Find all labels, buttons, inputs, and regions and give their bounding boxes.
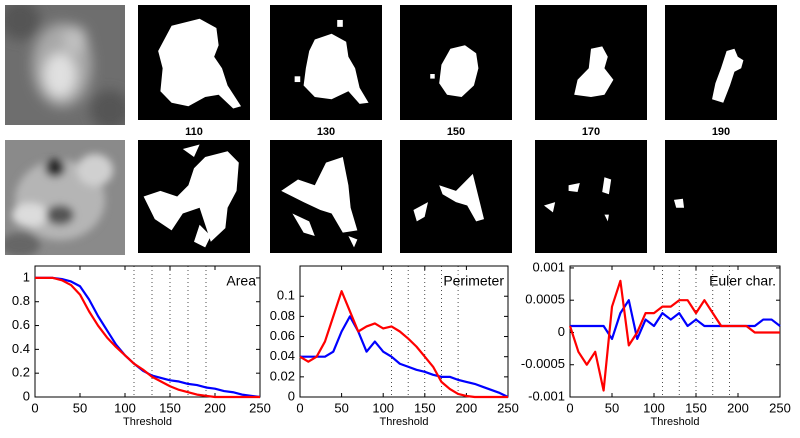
chart-title: Area: [226, 273, 256, 289]
x-tick-label: 50: [334, 400, 348, 415]
x-tick-label: 0: [31, 400, 38, 415]
series-line: [568, 279, 780, 392]
y-tick-label: -0.001: [528, 388, 565, 403]
series-line: [35, 276, 260, 399]
x-tick-label: 200: [727, 400, 749, 415]
y-tick-label: 0.02: [270, 368, 295, 383]
threshold-label: 170: [582, 126, 600, 138]
threshold-label: 130: [317, 126, 335, 138]
chart-title: Perimeter: [443, 273, 504, 289]
y-tick-label: 0.1: [277, 288, 295, 303]
chart-title: Euler char.: [709, 273, 776, 289]
binary-images: [138, 5, 777, 253]
x-axis-label: Threshold: [123, 416, 172, 428]
threshold-label: 190: [712, 126, 730, 138]
x-tick-label: 0: [296, 400, 303, 415]
series-line: [299, 290, 508, 399]
x-tick-label: 100: [372, 400, 394, 415]
x-tick-label: 50: [605, 400, 619, 415]
y-tick-label: 0.4: [12, 341, 30, 356]
y-tick-label: 0: [288, 388, 295, 403]
gray-image: [5, 5, 125, 125]
y-tick-label: 0.8: [12, 293, 30, 308]
series-line: [300, 315, 509, 398]
y-tick-label: 0: [23, 388, 30, 403]
y-tick-label: 0.0005: [525, 292, 565, 307]
threshold-label: 110: [185, 126, 203, 138]
x-tick-label: 0: [566, 400, 573, 415]
gray-image: [5, 140, 125, 255]
x-tick-label: 150: [414, 400, 436, 415]
x-tick-label: 250: [249, 400, 271, 415]
x-tick-label: 100: [114, 400, 136, 415]
y-tick-label: 0.04: [270, 348, 295, 363]
threshold-label: 150: [447, 126, 465, 138]
x-axis-label: Threshold: [651, 416, 700, 428]
x-tick-label: 100: [643, 400, 665, 415]
x-tick-label: 150: [159, 400, 181, 415]
y-tick-label: 0.2: [12, 365, 30, 380]
x-tick-label: 150: [685, 400, 707, 415]
plot-area: [299, 265, 509, 398]
y-tick-label: 0: [558, 324, 565, 339]
x-tick-label: 50: [73, 400, 87, 415]
x-tick-label: 200: [204, 400, 226, 415]
y-tick-label: 0.06: [270, 328, 295, 343]
y-tick-label: 1: [23, 269, 30, 284]
x-axis-label: Threshold: [380, 416, 429, 428]
y-tick-label: 0.6: [12, 317, 30, 332]
x-tick-label: 200: [456, 400, 478, 415]
x-tick-label: 250: [769, 400, 791, 415]
y-tick-label: -0.0005: [521, 356, 565, 371]
y-tick-label: 0.001: [532, 259, 565, 274]
x-tick-label: 250: [497, 400, 519, 415]
y-tick-label: 0.08: [270, 308, 295, 323]
